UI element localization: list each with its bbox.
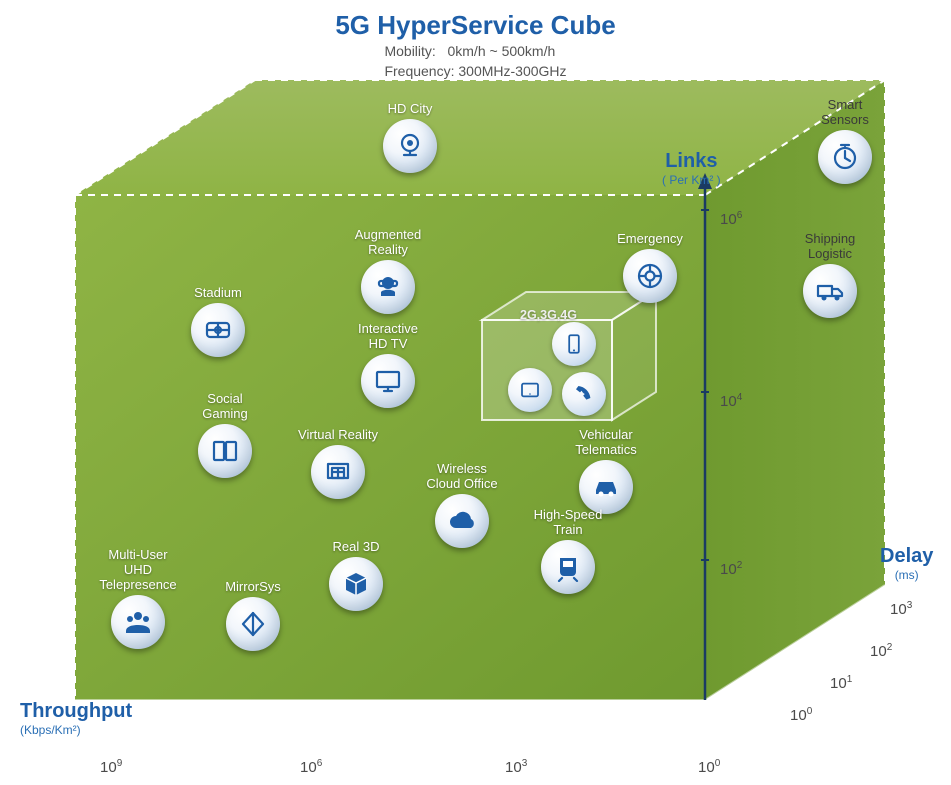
truck-icon (803, 264, 857, 318)
phone-icon (552, 322, 596, 366)
mirror-icon (226, 597, 280, 651)
service-node: Interactive HD TV (348, 322, 428, 408)
inner-cube-label: 2G,3G,4G (520, 308, 577, 322)
service-label: Real 3D (316, 540, 396, 555)
devices-icon (198, 424, 252, 478)
service-label: Augmented Reality (348, 228, 428, 258)
service-label: Shipping Logistic (790, 232, 870, 262)
cube-stage: Throughput (Kbps/Km²) Links ( Per Km² ) … (0, 0, 951, 785)
arhead-icon (361, 260, 415, 314)
service-label: Interactive HD TV (348, 322, 428, 352)
service-label: Wireless Cloud Office (422, 462, 502, 492)
lifebuoy-icon (623, 249, 677, 303)
service-node: Vehicular Telematics (566, 428, 646, 514)
train-icon (541, 540, 595, 594)
service-node: Real 3D (316, 540, 396, 611)
service-label: HD City (370, 102, 450, 117)
vr-icon (311, 445, 365, 499)
service-label: Multi-User UHD Telepresence (98, 548, 178, 593)
axis-links-unit: ( Per Km² ) (662, 173, 721, 187)
service-node: Virtual Reality (298, 428, 378, 499)
service-node: Smart Sensors (805, 98, 885, 184)
cube3d-icon (329, 557, 383, 611)
people-icon (111, 595, 165, 649)
service-label: Vehicular Telematics (566, 428, 646, 458)
axis-tick: 102 (870, 642, 892, 660)
axis-delay-text: Delay (880, 545, 933, 567)
axis-tick: 109 (100, 758, 122, 776)
webcam-icon (383, 119, 437, 173)
axis-tick: 106 (720, 210, 742, 228)
service-node: Stadium (178, 286, 258, 357)
stadium-icon (191, 303, 245, 357)
axis-tick: 100 (790, 706, 812, 724)
service-label: Stadium (178, 286, 258, 301)
axis-tick: 104 (720, 392, 742, 410)
car-icon (579, 460, 633, 514)
service-node: Augmented Reality (348, 228, 428, 314)
service-label: Virtual Reality (298, 428, 378, 443)
axis-throughput-text: Throughput (20, 700, 132, 722)
service-label: Emergency (610, 232, 690, 247)
tablet-icon (508, 368, 552, 412)
axis-throughput-unit: (Kbps/Km²) (20, 723, 132, 737)
service-node: Multi-User UHD Telepresence (98, 548, 178, 649)
axis-links-label: Links ( Per Km² ) (662, 150, 721, 187)
axis-tick: 100 (698, 758, 720, 776)
cloud-icon (435, 494, 489, 548)
service-node: MirrorSys (213, 580, 293, 651)
service-node: High-Speed Train (528, 508, 608, 594)
service-node: Social Gaming (185, 392, 265, 478)
service-node: Emergency (610, 232, 690, 303)
service-label: Smart Sensors (805, 98, 885, 128)
service-label: Social Gaming (185, 392, 265, 422)
axis-tick: 103 (890, 600, 912, 618)
axis-delay-unit: (ms) (880, 568, 933, 582)
timer-icon (818, 130, 872, 184)
service-label: MirrorSys (213, 580, 293, 595)
axis-tick: 106 (300, 758, 322, 776)
axis-tick: 101 (830, 674, 852, 692)
service-node: HD City (370, 102, 450, 173)
service-node: Wireless Cloud Office (422, 462, 502, 548)
service-node: Shipping Logistic (790, 232, 870, 318)
axis-throughput-label: Throughput (Kbps/Km²) (20, 700, 132, 737)
axis-links-text: Links (665, 150, 717, 172)
axis-tick: 103 (505, 758, 527, 776)
monitor-icon (361, 354, 415, 408)
call-icon (562, 372, 606, 416)
axis-tick: 102 (720, 560, 742, 578)
service-label: High-Speed Train (528, 508, 608, 538)
axis-delay-label: Delay (ms) (880, 545, 933, 582)
